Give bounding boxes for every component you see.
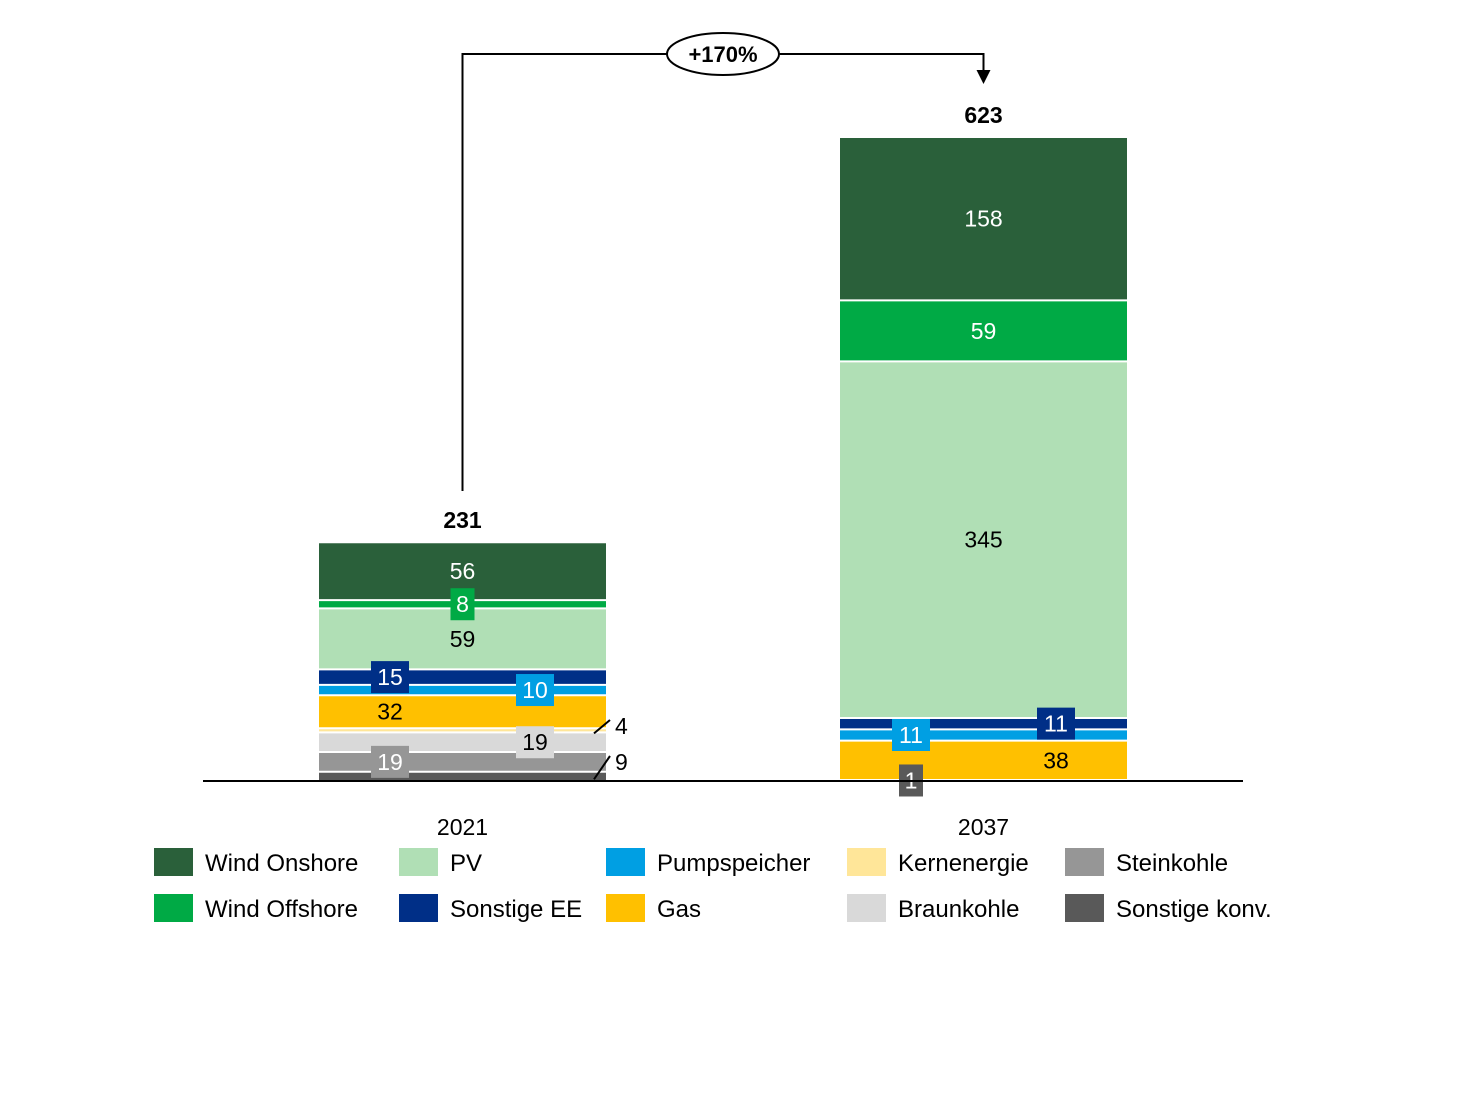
legend-swatch-pv xyxy=(399,848,438,876)
data-label-2021-kernenergie-leader xyxy=(593,719,611,735)
data-label-2021-pumpspeicher-box xyxy=(516,674,554,707)
data-label-2037-sonstige-ee-box xyxy=(1037,707,1075,740)
growth-badge-label: +170% xyxy=(688,42,757,67)
data-label-2021-sonstige-ee: 15 xyxy=(377,664,403,690)
legend-swatch-braunkohle xyxy=(847,894,886,922)
bar-segment-2021-sonstige-ee xyxy=(319,669,606,685)
data-label-2021-pumpspeicher: 10 xyxy=(522,677,548,703)
legend-label-wind-offshore: Wind Offshore xyxy=(205,896,358,923)
data-label-2021-steinkohle-box xyxy=(371,745,409,778)
data-label-2021-pv: 59 xyxy=(450,626,476,652)
data-label-2021-sonstige-ee-box xyxy=(371,661,409,694)
bar-segment-2037-wind-offshore xyxy=(840,300,1127,362)
legend-swatch-sonstige-ee xyxy=(399,894,438,922)
legend-label-wind-onshore: Wind Onshore xyxy=(205,850,358,877)
data-label-2021-wind-offshore: 8 xyxy=(456,591,469,617)
data-label-2037-sonstige-ee: 11 xyxy=(1044,711,1068,737)
legend-swatch-sonstige-konv xyxy=(1065,894,1104,922)
data-label-2021-wind-onshore: 56 xyxy=(450,558,476,584)
data-label-2021-wind-offshore-box xyxy=(450,588,475,621)
data-label-2037-pumpspeicher: 11 xyxy=(899,722,923,748)
data-label-2021-steinkohle: 19 xyxy=(377,749,403,775)
legend-label-pumpspeicher: Pumpspeicher xyxy=(657,850,810,877)
bar-segment-2021-steinkohle xyxy=(319,752,606,772)
legend-label-braunkohle: Braunkohle xyxy=(898,896,1019,923)
bar-segment-2021-braunkohle xyxy=(319,732,606,753)
bar-segment-2021-pumpspeicher xyxy=(319,684,606,696)
data-label-2021-gas: 32 xyxy=(377,699,403,725)
legend-swatch-pumpspeicher xyxy=(606,848,645,876)
x-tick-label-2037: 2037 xyxy=(958,814,1009,840)
legend-label-kernenergie: Kernenergie xyxy=(898,850,1029,877)
bar-segment-2037-sonstige-ee xyxy=(840,717,1127,730)
data-label-2021-sonstige-konv-leader xyxy=(593,755,611,780)
total-label-2037: 623 xyxy=(964,102,1002,128)
bar-segment-2037-wind-onshore xyxy=(840,137,1127,301)
data-label-2037-gas: 38 xyxy=(1043,747,1069,773)
data-label-2021-braunkohle-box xyxy=(516,726,554,759)
legend-swatch-steinkohle xyxy=(1065,848,1104,876)
data-label-2021-sonstige-konv: 9 xyxy=(615,749,628,775)
bar-segment-2037-pumpspeicher xyxy=(840,729,1127,741)
bar-segment-2021-gas xyxy=(319,695,606,729)
legend-label-sonstige-ee: Sonstige EE xyxy=(450,896,582,923)
data-label-2037-pv: 345 xyxy=(964,527,1002,553)
legend-label-pv: PV xyxy=(450,850,482,877)
total-label-2021: 231 xyxy=(443,507,482,533)
data-label-2037-wind-offshore: 59 xyxy=(971,318,997,344)
growth-badge xyxy=(666,32,780,76)
legend-swatch-wind-onshore xyxy=(154,848,193,876)
data-label-2037-wind-onshore: 158 xyxy=(964,206,1002,232)
growth-arrow-head xyxy=(976,70,991,84)
bar-segment-2021-kernenergie xyxy=(319,728,606,733)
legend-swatch-wind-offshore xyxy=(154,894,193,922)
x-tick-label-2021: 2021 xyxy=(437,814,488,840)
data-label-2021-braunkohle: 19 xyxy=(522,729,548,755)
legend-swatch-gas xyxy=(606,894,645,922)
data-label-2021-kernenergie: 4 xyxy=(615,713,628,739)
bar-segment-2021-sonstige-konv xyxy=(319,771,606,781)
bar-segment-2037-pv xyxy=(840,361,1127,718)
legend-label-gas: Gas xyxy=(657,896,701,923)
legend-swatch-kernenergie xyxy=(847,848,886,876)
legend-label-steinkohle: Steinkohle xyxy=(1116,850,1228,877)
bar-segment-2037-gas xyxy=(840,740,1127,780)
data-label-2037-pumpspeicher-box xyxy=(892,719,930,751)
legend-label-sonstige-konv: Sonstige konv. xyxy=(1116,896,1272,923)
